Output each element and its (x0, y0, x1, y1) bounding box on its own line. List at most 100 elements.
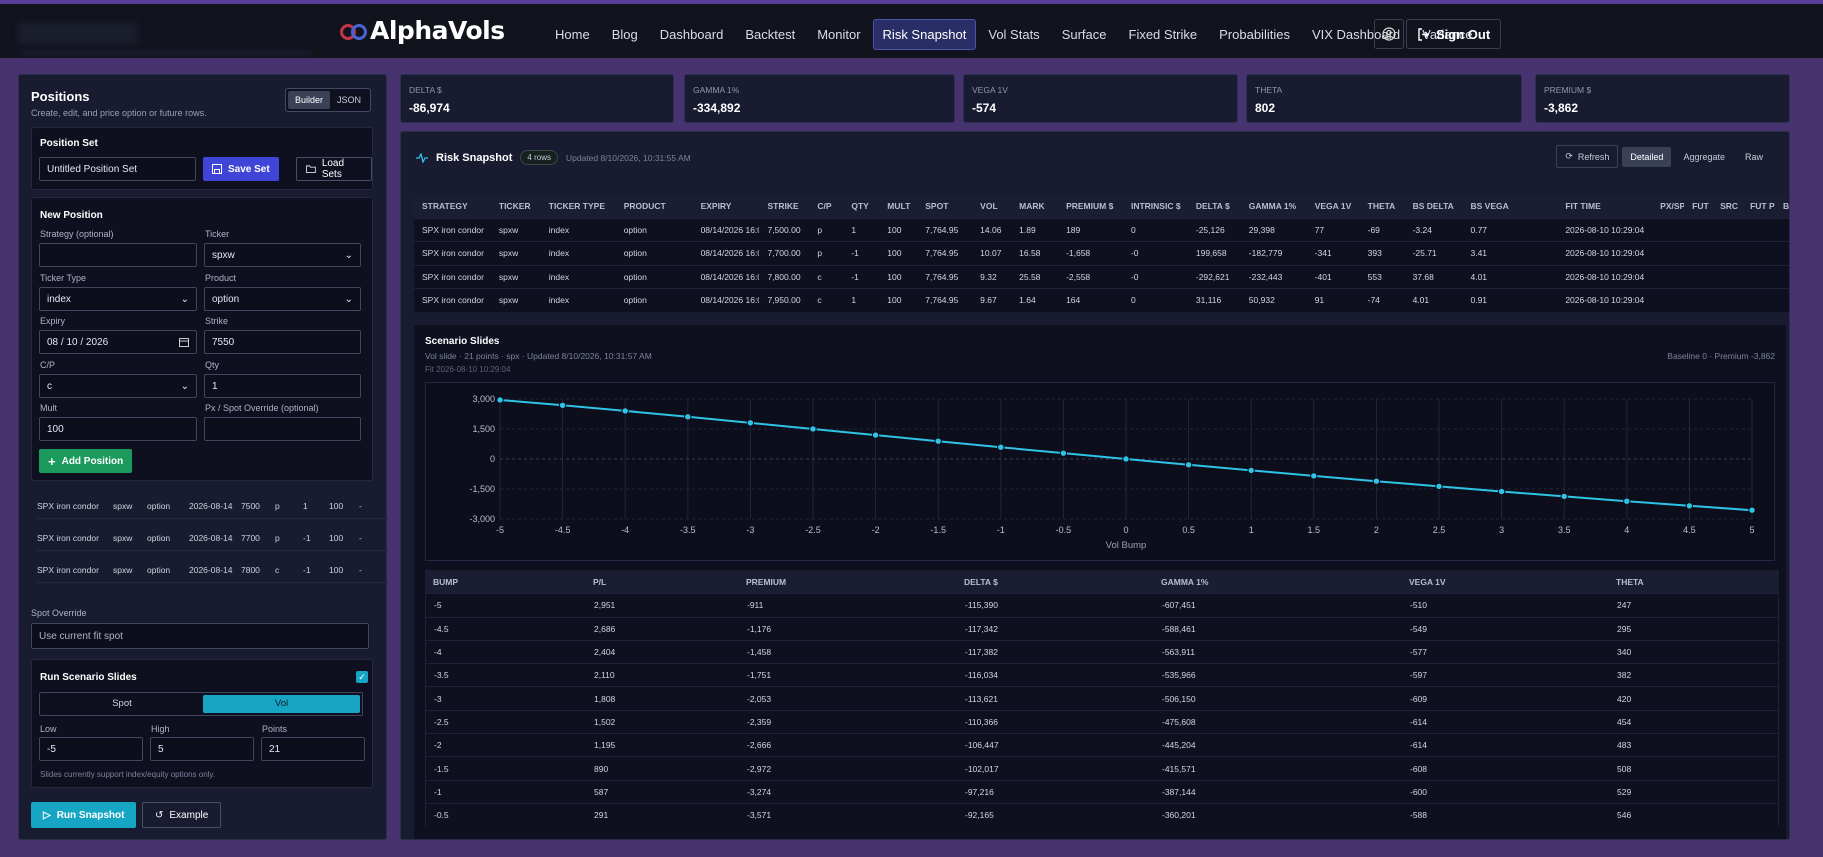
nav-item-fixed-strike[interactable]: Fixed Strike (1128, 27, 1198, 42)
nav-item-monitor[interactable]: Monitor (817, 27, 861, 42)
json-mode-button[interactable]: JSON (337, 95, 362, 105)
column-header[interactable]: FUT PX (1750, 200, 1775, 211)
column-header[interactable]: STRATEGY (422, 200, 468, 211)
expiry-date-input[interactable]: 08 / 10 / 2026 (39, 330, 197, 354)
scenario-row[interactable]: -2.5 1,502 -2,359 -110,366 -475,608 -614 454 (425, 709, 1779, 734)
column-header[interactable]: EXPIRY (700, 200, 732, 211)
product-select[interactable]: option ⌄ (204, 287, 361, 311)
column-header[interactable]: BUMP (433, 576, 459, 587)
qty-input[interactable]: 1 (204, 374, 361, 398)
column-header[interactable]: DELTA $ (964, 576, 998, 587)
sign-out-button[interactable]: Sign Out (1406, 19, 1502, 49)
refresh-button[interactable]: ⟳ Refresh (1556, 145, 1619, 168)
table-cell: c (817, 271, 822, 282)
data-point (621, 407, 629, 415)
column-header[interactable]: PRODUCT (623, 200, 666, 211)
scenario-row[interactable]: -1.5 890 -2,972 -102,017 -415,571 -608 508 (425, 756, 1779, 780)
nav-item-variance[interactable]: Variance (1422, 27, 1473, 42)
run-snapshot-button[interactable]: ▷ Run Snapshot (31, 802, 137, 828)
column-header[interactable]: STRIKE (767, 200, 799, 211)
metric-card-4: PREMIUM $ -3,862 (1535, 74, 1790, 123)
column-header[interactable]: INTRINSIC $ (1130, 200, 1181, 211)
vol-option[interactable]: Vol (203, 695, 360, 713)
strategy-input[interactable] (39, 243, 197, 267)
column-header[interactable]: C/P (817, 200, 832, 211)
main-nav: Home Blog Dashboard Backtest Monitor Risk Sna… (545, 19, 1482, 50)
view-detailed-button[interactable]: Detailed (1622, 146, 1672, 167)
scenario-baseline: Baseline 0 · Premium -3,862 (1667, 351, 1775, 361)
column-header[interactable]: THETA (1367, 200, 1396, 211)
column-header[interactable]: VEGA 1V (1314, 200, 1352, 211)
scenario-row[interactable]: -5 2,951 -911 -115,390 -607,451 -510 247 (425, 593, 1779, 617)
scenario-row[interactable]: -0.5 291 -3,571 -92,165 -360,201 -588 546 (425, 802, 1779, 827)
table-row[interactable]: SPX iron condor spxw index option 08/14/2026… (414, 288, 1789, 312)
column-header[interactable]: TICKER (498, 200, 531, 211)
user-circle-icon[interactable] (1374, 19, 1404, 49)
add-position-button[interactable]: + Add Position (39, 449, 133, 473)
nav-item-blog[interactable]: Blog (611, 27, 638, 42)
nav-item-surface[interactable]: Surface (1061, 27, 1107, 42)
column-header[interactable]: GAMMA 1% (1161, 576, 1209, 587)
nav-item-dashboard[interactable]: Dashboard (659, 27, 724, 42)
scenario-row[interactable]: -1 587 -3,274 -97,216 -387,144 -600 529 (425, 779, 1779, 803)
column-header[interactable]: BS VEGA (1470, 200, 1509, 211)
scenario-row[interactable]: -4 2,404 -1,458 -117,382 -563,911 -577 340 (425, 639, 1779, 664)
column-header[interactable]: PREMIUM $ (1066, 200, 1114, 211)
spot-option[interactable]: Spot (112, 698, 132, 709)
column-header[interactable]: QTY (851, 200, 869, 211)
scenario-row[interactable]: -2 1,195 -2,666 -106,447 -445,204 -614 483 (425, 733, 1779, 757)
brand-logo[interactable]: AlphaVols (340, 16, 505, 45)
points-input[interactable]: 21 (261, 737, 365, 761)
position-set-name-input[interactable]: Untitled Position Set (39, 157, 196, 181)
nav-item-backtest[interactable]: Backtest (745, 27, 796, 42)
column-header[interactable]: SRC (1720, 200, 1739, 211)
scenario-row[interactable]: -3 1,808 -2,053 -113,621 -506,150 -609 420 (425, 686, 1779, 710)
column-header[interactable]: VEGA 1V (1409, 576, 1446, 587)
table-row[interactable]: SPX iron condor spxw index option 08/14/2026… (414, 217, 1789, 242)
scenario-row[interactable]: -3.5 2,110 -1,751 -116,034 -535,966 -597 382 (425, 663, 1779, 687)
column-header[interactable]: TICKER TYPE (548, 200, 605, 211)
view-raw-button[interactable]: Raw (1744, 151, 1763, 162)
spot-override-input[interactable]: Use current fit spot (31, 623, 369, 649)
ticker-type-select[interactable]: index ⌄ (39, 287, 197, 311)
column-header[interactable]: PX/SPOT (1660, 200, 1685, 211)
strike-input[interactable]: 7550 (204, 330, 361, 354)
column-header[interactable]: P/L (593, 576, 607, 587)
column-header[interactable]: GAMMA 1% (1248, 200, 1297, 211)
column-header[interactable]: SPOT (925, 200, 949, 211)
column-header[interactable]: BS DELTA (1412, 200, 1454, 211)
column-header[interactable]: MULT (887, 200, 911, 211)
column-header[interactable]: B (1783, 200, 1789, 211)
ticker-select[interactable]: spxw ⌄ (204, 243, 361, 267)
override-input[interactable] (204, 417, 361, 441)
save-set-button[interactable]: Save Set (203, 157, 279, 181)
nav-item-risk-snapshot[interactable]: Risk Snapshot (872, 19, 977, 50)
nav-item-vol-stats[interactable]: Vol Stats (988, 27, 1040, 42)
high-input[interactable]: 5 (150, 737, 254, 761)
example-button[interactable]: ↺ Example (142, 802, 222, 828)
position-row[interactable]: SPX iron condor spxw option 2026-08-14 7800 c… (37, 557, 389, 583)
column-header[interactable]: MARK (1019, 200, 1045, 211)
column-header[interactable]: PREMIUM (746, 576, 787, 587)
column-header[interactable]: FIT TIME (1565, 200, 1601, 211)
column-header[interactable]: VOL (980, 200, 998, 211)
column-header[interactable]: THETA (1616, 576, 1644, 587)
nav-item-vix-dashboard[interactable]: VIX Dashboard (1311, 27, 1401, 42)
nav-item-home[interactable]: Home (555, 27, 590, 42)
column-header[interactable]: FUT (1692, 200, 1709, 211)
scenario-row[interactable]: -4.5 2,686 -1,176 -117,342 -588,461 -549 295 (425, 616, 1779, 640)
builder-mode-button[interactable]: Builder (288, 91, 331, 109)
low-input[interactable]: -5 (39, 737, 143, 761)
cp-select[interactable]: c ⌄ (39, 374, 197, 398)
position-cell: 7500 (241, 500, 260, 511)
mult-input[interactable]: 100 (39, 417, 197, 441)
position-row[interactable]: SPX iron condor spxw option 2026-08-14 7700 p… (37, 525, 389, 551)
load-sets-button[interactable]: Load Sets (296, 157, 372, 181)
column-header[interactable]: DELTA $ (1195, 200, 1230, 211)
table-row[interactable]: SPX iron condor spxw index option 08/14/2026… (414, 241, 1789, 265)
table-row[interactable]: SPX iron condor spxw index option 08/14/2026… (414, 264, 1789, 289)
slides-enabled-checkbox[interactable]: ✓ (356, 671, 368, 683)
position-row[interactable]: SPX iron condor spxw option 2026-08-14 7500 p… (37, 493, 389, 519)
nav-item-probabilities[interactable]: Probabilities (1219, 27, 1290, 42)
view-aggregate-button[interactable]: Aggregate (1683, 151, 1725, 162)
